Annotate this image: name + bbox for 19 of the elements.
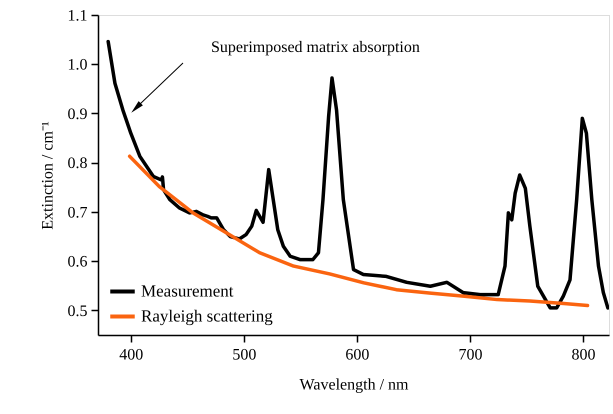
legend-label: Rayleigh scattering bbox=[141, 306, 274, 326]
line-series bbox=[106, 40, 609, 310]
y-tick-label: 0.7 bbox=[68, 204, 88, 222]
legend-label: Measurement bbox=[141, 282, 234, 300]
x-axis-title: Wavelength / nm bbox=[300, 376, 410, 394]
y-tick-label: 0.5 bbox=[68, 302, 88, 320]
annotation: Superimposed matrix absorption bbox=[211, 39, 420, 56]
y-axis-title: Extinction / cm⁻¹ bbox=[40, 121, 56, 230]
y-tick-label: 0.8 bbox=[68, 155, 88, 172]
x-tick-label: 400 bbox=[119, 346, 144, 364]
y-tick-label: 1.1 bbox=[68, 8, 88, 24]
x-tick-label: 800 bbox=[572, 346, 596, 364]
y-tick-label: 0.9 bbox=[68, 106, 88, 123]
line-series bbox=[128, 154, 590, 308]
x-tick-label: 700 bbox=[458, 346, 482, 364]
y-tick-label: 0.6 bbox=[68, 254, 88, 271]
y-tick-label: 1.0 bbox=[68, 56, 88, 74]
x-tick-label: 500 bbox=[232, 346, 256, 364]
x-tick-label: 600 bbox=[345, 346, 370, 364]
